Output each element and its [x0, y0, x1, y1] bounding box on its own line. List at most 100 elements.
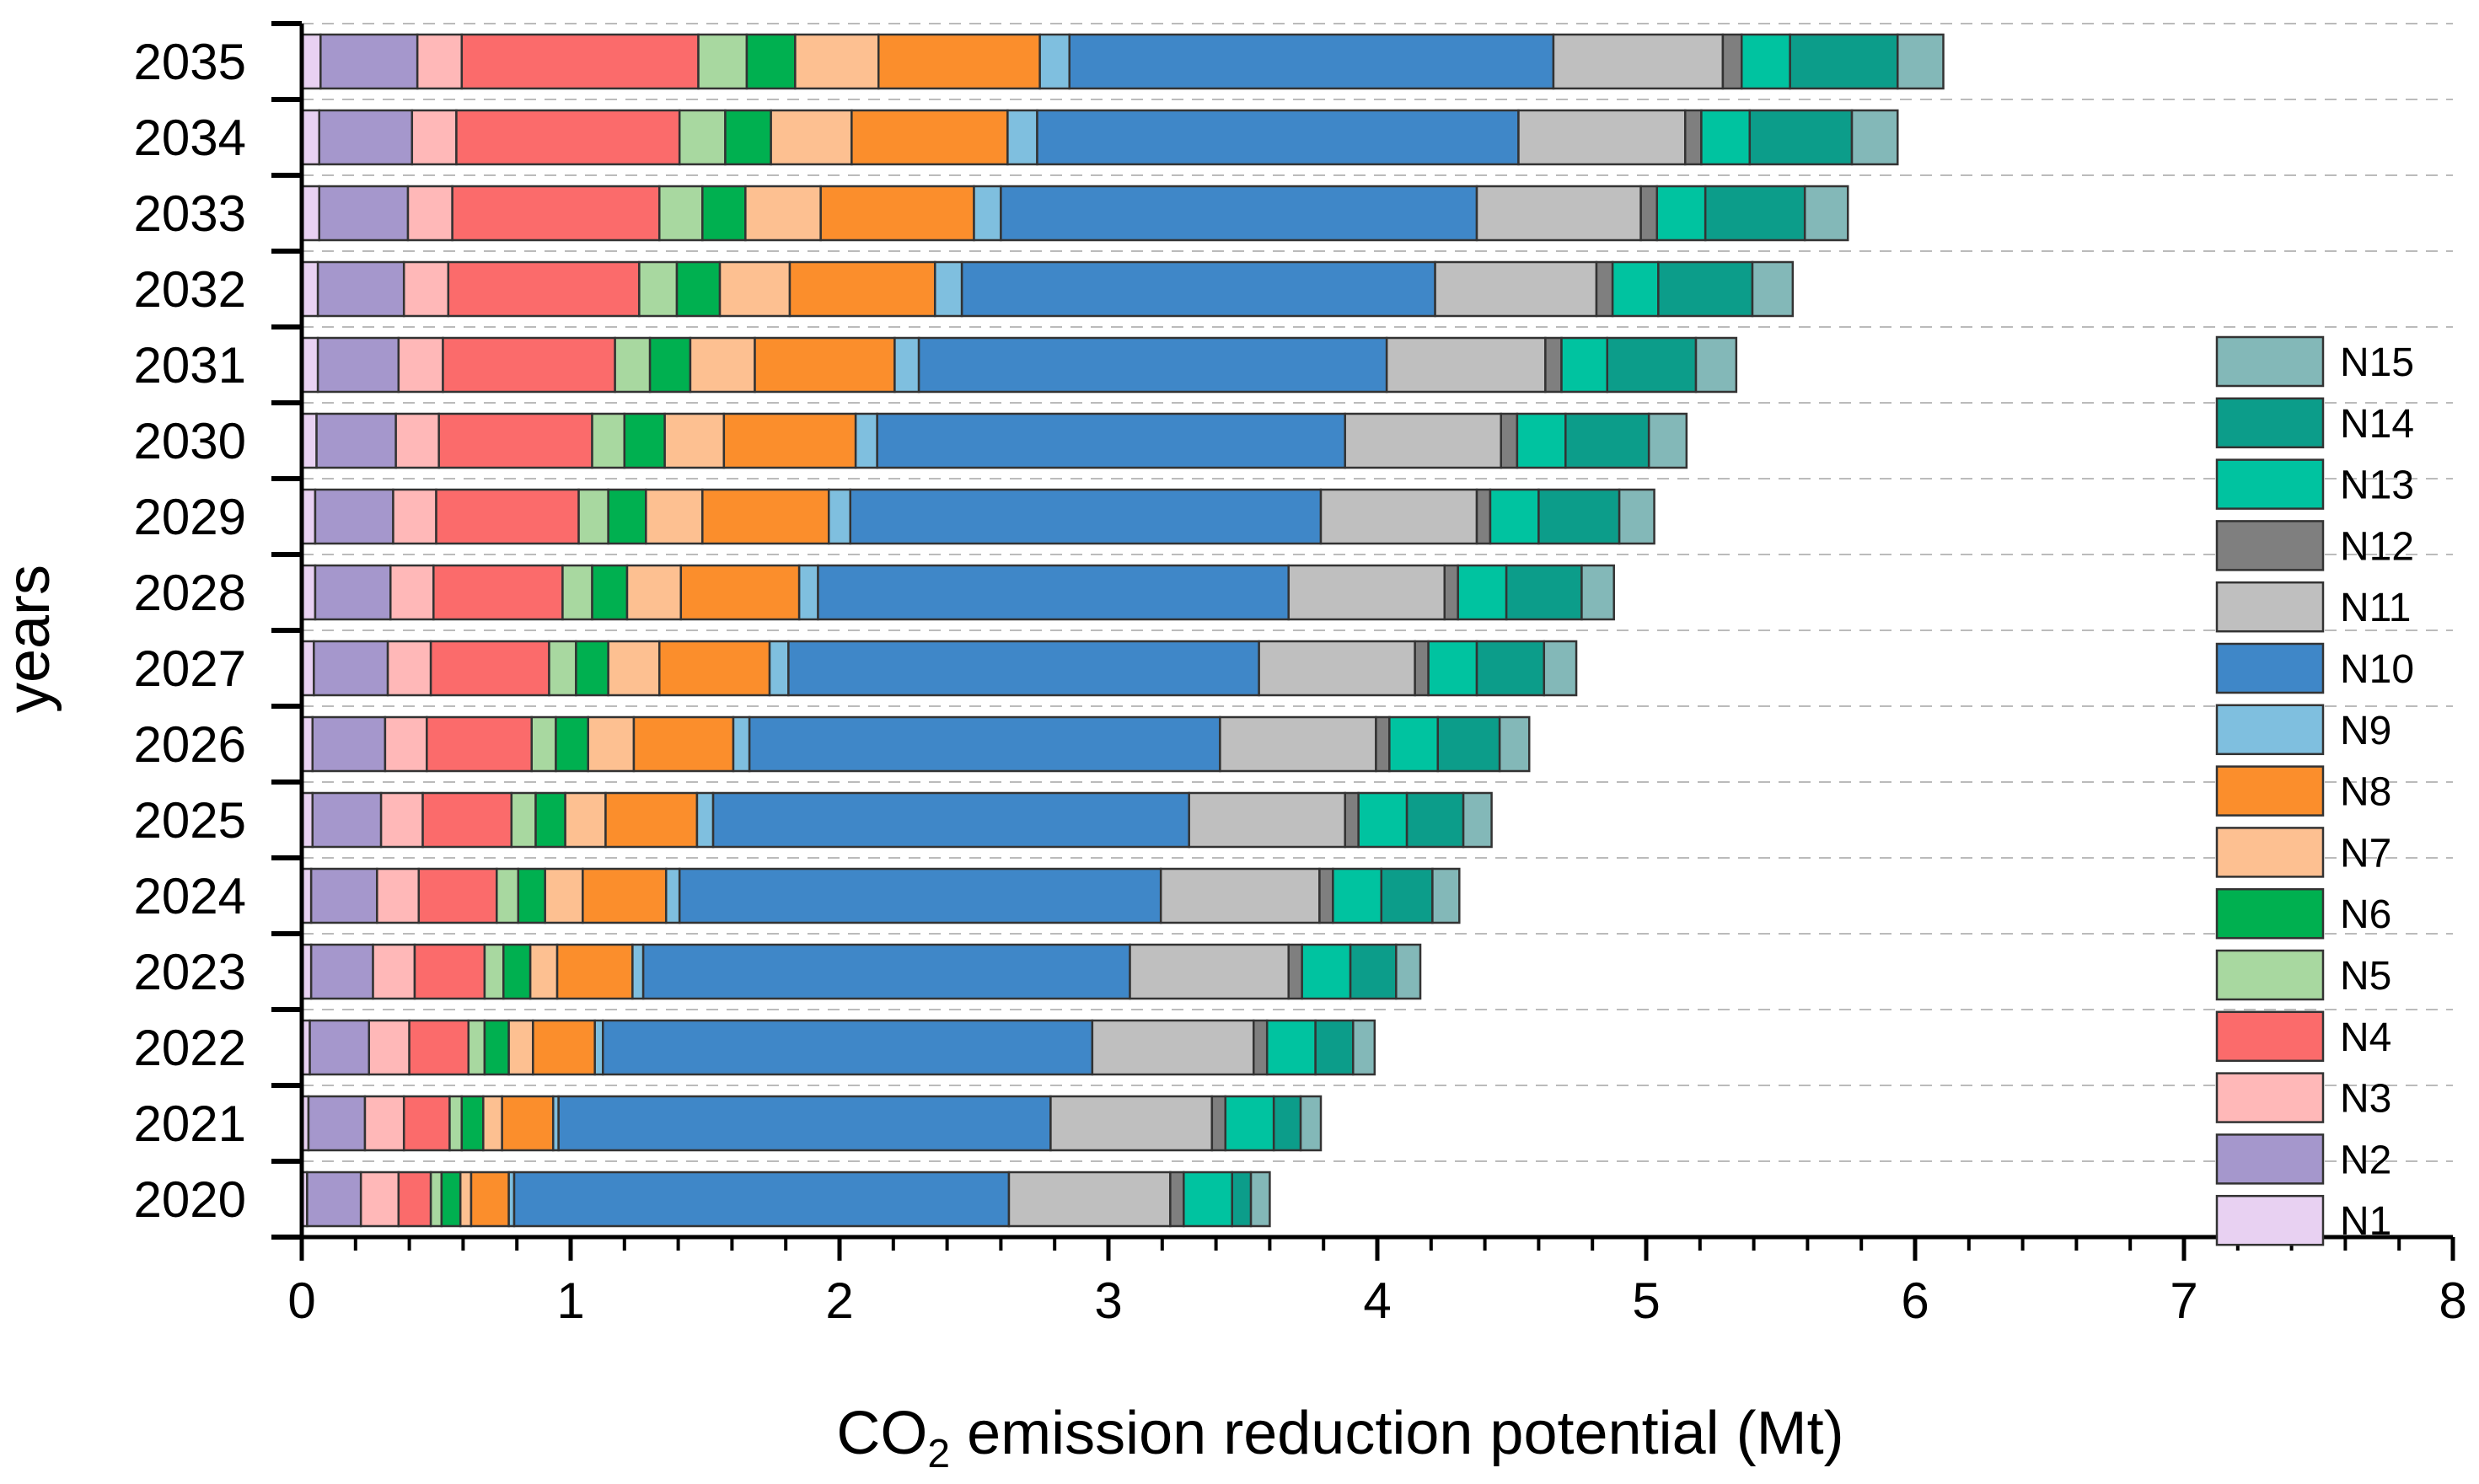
x-axis-title-suffix: emission reduction potential (Mt): [950, 1400, 1843, 1467]
bar-segment-n13-2023: [1301, 943, 1352, 1000]
bar-segment-n5-2026: [530, 715, 557, 773]
bar-segment-n2-2028: [314, 564, 392, 621]
bar-segment-n6-2033: [701, 185, 747, 242]
bar-segment-n2-2024: [309, 867, 378, 924]
y-axis-title: years: [0, 565, 62, 713]
bar-segment-n3-2021: [363, 1095, 405, 1152]
bar-segment-n8-2027: [658, 640, 771, 697]
bar-segment-n11-2027: [1258, 640, 1416, 697]
bar-segment-n2-2033: [318, 185, 410, 242]
bar-segment-n9-2028: [797, 564, 819, 621]
bar-segment-n5-2024: [496, 867, 520, 924]
x-axis-title-prefix: CO: [836, 1400, 927, 1467]
bar-segment-n9-2022: [593, 1019, 604, 1076]
bar-segment-n11-2032: [1434, 260, 1598, 318]
x-tick-label: 0: [287, 1272, 315, 1329]
bar-segment-n7-2029: [645, 488, 704, 545]
bar-segment-n3-2035: [416, 33, 464, 90]
bar-segment-n10-2031: [917, 336, 1388, 394]
legend-label-n15: N15: [2340, 340, 2414, 385]
legend-label-n2: N2: [2340, 1138, 2391, 1182]
bar-segment-n13-2022: [1265, 1019, 1317, 1076]
x-tick-label: 2: [825, 1272, 853, 1329]
bar-segment-n3-2032: [402, 260, 450, 318]
bar-segment-n12-2027: [1414, 640, 1430, 697]
bar-segment-n4-2028: [432, 564, 564, 621]
y-tick-label: 2032: [134, 261, 246, 318]
bar-segment-n4-2020: [397, 1171, 432, 1228]
bar-segment-n12-2022: [1253, 1019, 1269, 1076]
bar-segment-n5-2025: [510, 791, 537, 849]
bar-segment-n3-2034: [410, 109, 458, 166]
bar-segment-n5-2027: [548, 640, 577, 697]
bar-segment-n8-2023: [555, 943, 634, 1000]
bar-segment-n14-2035: [1789, 33, 1899, 90]
bar-segment-n4-2034: [455, 109, 681, 166]
bar-segment-n6-2025: [534, 791, 566, 849]
bar-segment-n5-2031: [614, 336, 652, 394]
bar-segment-n6-2028: [591, 564, 629, 621]
bar-segment-n12-2026: [1375, 715, 1391, 773]
bar-segment-n11-2033: [1475, 185, 1642, 242]
bar-segment-n14-2033: [1704, 185, 1806, 242]
x-axis-title: CO2 emission reduction potential (Mt): [836, 1400, 1843, 1476]
bar-segment-n9-2034: [1006, 109, 1038, 166]
y-tick-label: 2026: [134, 716, 246, 773]
bar-segment-n14-2031: [1606, 336, 1698, 394]
axes: 2020 2021 2022 2023 2024 2025 2026 2027 2028 2029…: [134, 21, 2467, 1329]
bar-segment-n15-2029: [1618, 488, 1655, 545]
x-tick-label: 3: [1094, 1272, 1122, 1329]
legend-label-n6: N6: [2340, 892, 2391, 937]
bar-segment-n10-2024: [678, 867, 1162, 924]
bar-segment-n12-2029: [1475, 488, 1492, 545]
bar-segment-n4-2026: [426, 715, 533, 773]
legend-swatch-n1: [2215, 1194, 2325, 1246]
bar-segment-n4-2031: [442, 336, 616, 394]
bar-segment-n7-2030: [663, 412, 726, 469]
bar-segment-n6-2030: [623, 412, 666, 469]
bar-segment-n15-2027: [1543, 640, 1578, 697]
bar-segment-n15-2024: [1431, 867, 1461, 924]
legend-label-n1: N1: [2340, 1199, 2391, 1244]
bar-segment-n5-2020: [429, 1171, 443, 1228]
bar-segment-n5-2028: [561, 564, 593, 621]
bar-segment-n13-2033: [1655, 185, 1707, 242]
bar-segment-n9-2032: [933, 260, 963, 318]
bar-segment-n8-2024: [582, 867, 668, 924]
bar-segment-n3-2022: [368, 1019, 410, 1076]
bar-segment-n7-2025: [564, 791, 607, 849]
legend-swatch-n5: [2215, 949, 2325, 1001]
bar-segment-n14-2022: [1314, 1019, 1355, 1076]
bar-segment-n10-2035: [1068, 33, 1555, 90]
bar-segment-n10-2032: [960, 260, 1436, 318]
bar-segment-n6-2022: [483, 1019, 510, 1076]
bar-segment-n13-2035: [1740, 33, 1791, 90]
bar-segment-n7-2032: [718, 260, 791, 318]
bar-segment-n7-2035: [794, 33, 880, 90]
bar-segment-n5-2035: [697, 33, 749, 90]
bar-segment-n15-2023: [1395, 943, 1422, 1000]
bar-segment-n3-2024: [376, 867, 421, 924]
bar-segment-n12-2028: [1443, 564, 1459, 621]
bar-segment-n3-2027: [386, 640, 432, 697]
bar-segment-n2-2030: [315, 412, 397, 469]
y-tick-label: 2020: [134, 1171, 246, 1228]
bar-segment-n8-2030: [722, 412, 857, 469]
bar-segment-n2-2025: [311, 791, 383, 849]
legend-swatch-n9: [2215, 704, 2325, 756]
bar-segment-n6-2034: [724, 109, 772, 166]
bar-segment-n14-2024: [1380, 867, 1434, 924]
bar-segment-n15-2031: [1694, 336, 1738, 394]
legend-swatch-n12: [2215, 520, 2325, 571]
bar-segment-n13-2029: [1489, 488, 1540, 545]
bar-segment-n15-2021: [1299, 1095, 1323, 1152]
bar-segment-n11-2024: [1159, 867, 1321, 924]
bar-segment-n4-2035: [460, 33, 700, 90]
bars: [300, 33, 1945, 1228]
bar-segment-n10-2021: [557, 1095, 1052, 1152]
bar-segment-n2-2026: [311, 715, 387, 773]
bar-segment-n12-2031: [1544, 336, 1563, 394]
bar-segment-n4-2030: [437, 412, 593, 469]
